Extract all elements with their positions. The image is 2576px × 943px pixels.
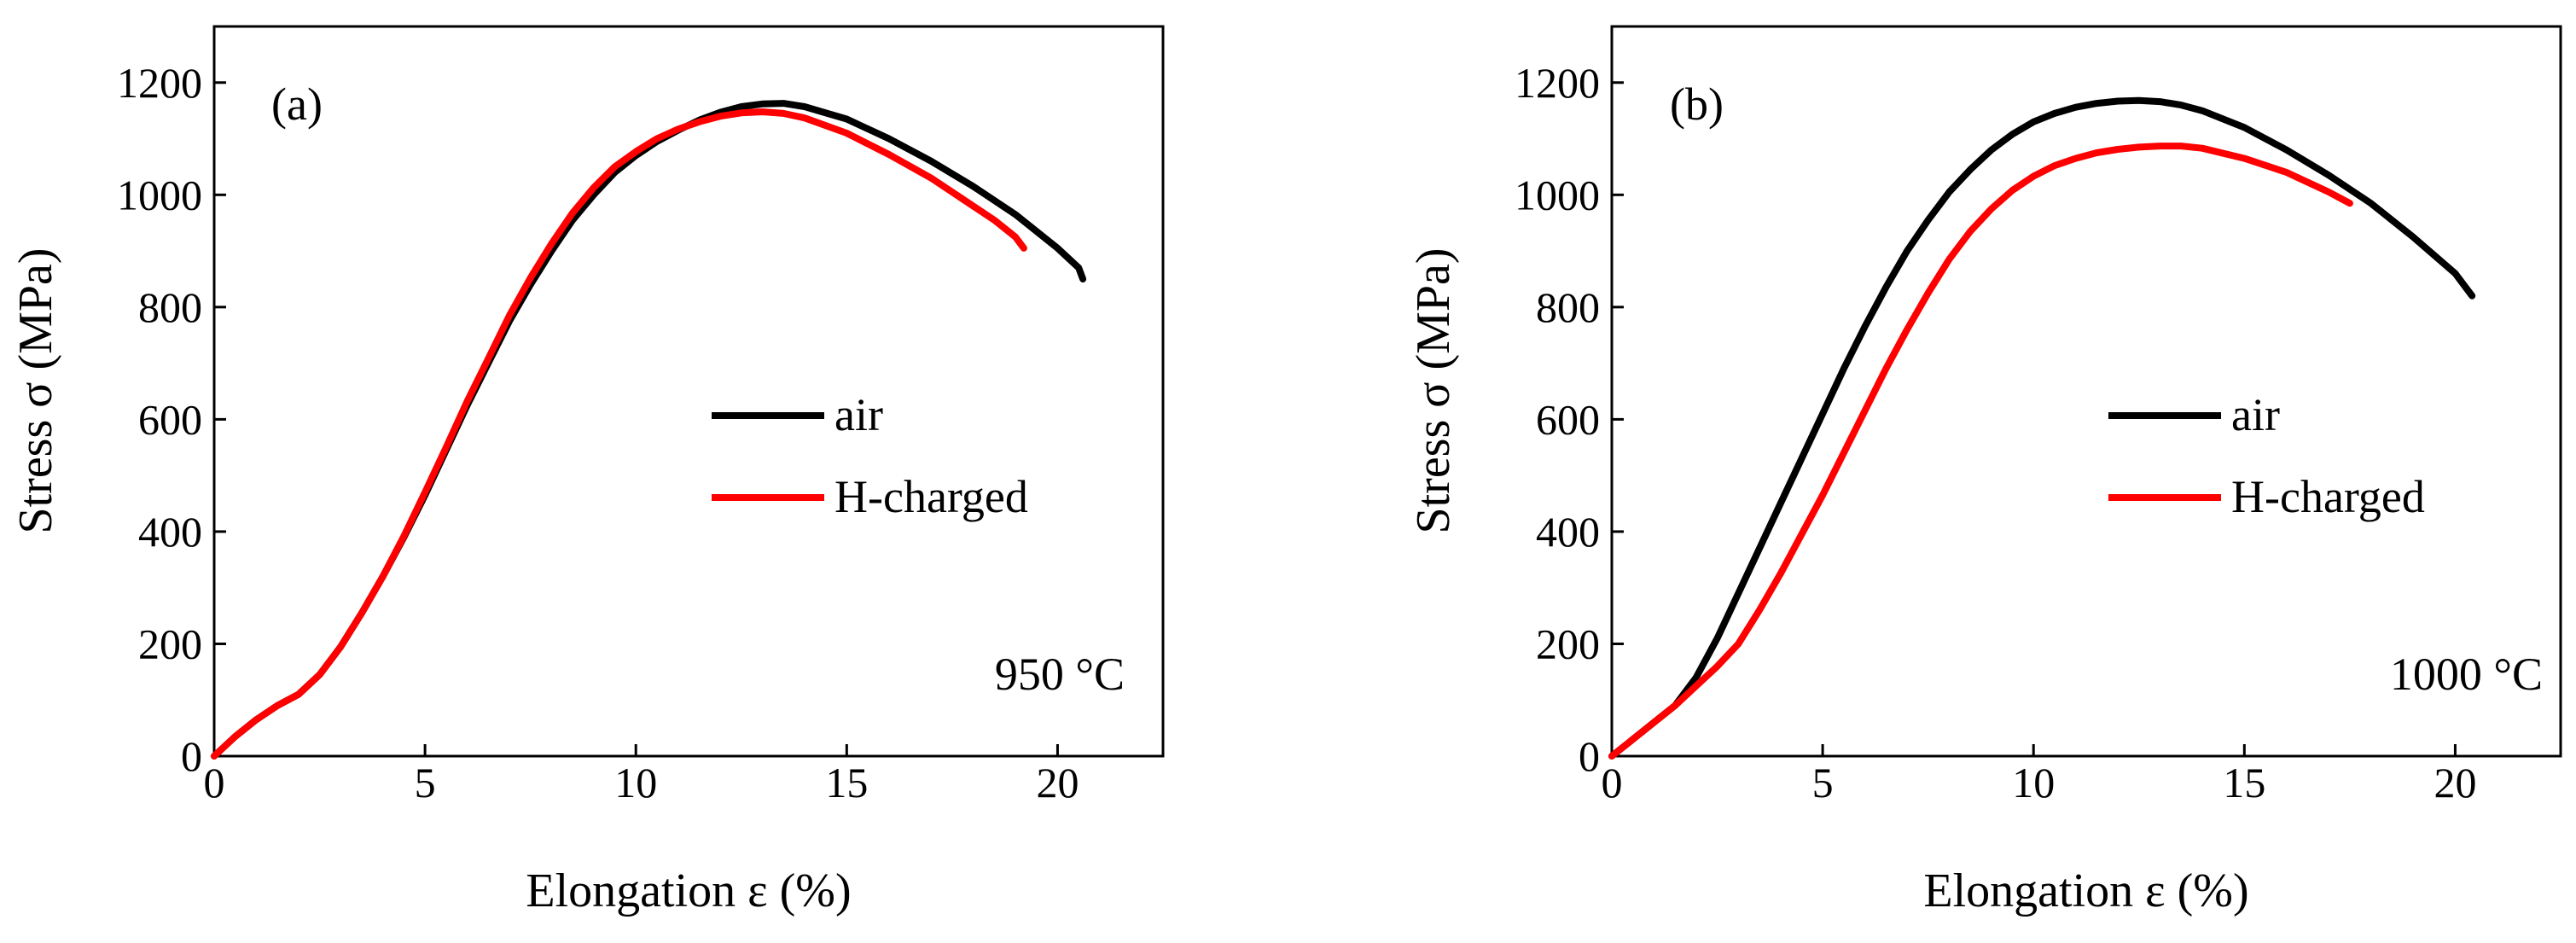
x-tick-label-5: 5	[1812, 759, 1834, 806]
series-line-h-charged	[1608, 143, 2353, 760]
y-tick-label-1200: 1200	[1515, 59, 1600, 107]
legend-label-air: air	[834, 389, 883, 440]
panel-label: (a)	[271, 79, 323, 130]
y-tick-label-200: 200	[138, 620, 202, 667]
x-tick-label-10: 10	[2012, 759, 2055, 806]
x-tick-label-15: 15	[825, 759, 868, 806]
y-tick-label-200: 200	[1536, 620, 1600, 667]
y-tick-labels: 0 200 400 600 800 1000 1200	[117, 59, 202, 780]
y-tick-label-600: 600	[1536, 395, 1600, 443]
x-tick-label-0: 0	[1602, 759, 1623, 806]
panel-label: (b)	[1670, 79, 1724, 130]
series-group	[211, 100, 1087, 760]
chart-panel-b: 0 5 10 15 20 0 200 400 600 800 1000 1200 (b) 1000 …	[1407, 25, 2562, 917]
y-tick-label-400: 400	[1536, 508, 1600, 556]
tick-marks	[212, 81, 1059, 758]
x-tick-label-10: 10	[614, 759, 657, 806]
series-line-air	[211, 100, 1087, 760]
series-line-h-charged	[211, 108, 1027, 760]
plot-frame	[212, 25, 1165, 758]
x-tick-label-0: 0	[204, 759, 225, 806]
x-axis-label: Elongation ε (%)	[1923, 864, 2248, 917]
y-tick-label-400: 400	[138, 508, 202, 556]
legend-label-h-charged: H-charged	[2231, 471, 2425, 522]
y-tick-label-1000: 1000	[117, 171, 202, 218]
y-tick-label-0: 0	[181, 732, 202, 780]
temperature-annotation: 1000 °C	[2390, 649, 2543, 700]
y-axis-label: Stress σ (MPa)	[9, 247, 62, 533]
y-tick-label-800: 800	[1536, 283, 1600, 331]
x-tick-labels: 0 5 10 15 20	[1602, 759, 2477, 806]
x-tick-label-20: 20	[1036, 759, 1079, 806]
tick-marks	[1610, 81, 2457, 758]
series-group	[1608, 96, 2476, 760]
x-axis-label: Elongation ε (%)	[526, 864, 851, 917]
y-tick-labels: 0 200 400 600 800 1000 1200	[1515, 59, 1600, 780]
legend: air H-charged	[2108, 389, 2425, 522]
x-tick-label-5: 5	[415, 759, 436, 806]
chart-panel-a: 0 5 10 15 20 0 200 400 600 800 1000 1200 (a) 950 °…	[9, 25, 1165, 917]
legend-label-h-charged: H-charged	[834, 471, 1028, 522]
series-line-air	[1608, 96, 2476, 760]
y-tick-label-800: 800	[138, 283, 202, 331]
legend: air H-charged	[712, 389, 1028, 522]
plot-frame	[1610, 25, 2562, 758]
y-tick-label-0: 0	[1579, 732, 1600, 780]
y-axis-label: Stress σ (MPa)	[1407, 247, 1460, 533]
y-tick-label-600: 600	[138, 395, 202, 443]
y-tick-label-1200: 1200	[117, 59, 202, 107]
x-tick-label-15: 15	[2223, 759, 2265, 806]
legend-label-air: air	[2231, 389, 2280, 440]
x-tick-labels: 0 5 10 15 20	[204, 759, 1079, 806]
y-tick-label-1000: 1000	[1515, 171, 1600, 218]
temperature-annotation: 950 °C	[995, 649, 1125, 700]
x-tick-label-20: 20	[2434, 759, 2476, 806]
